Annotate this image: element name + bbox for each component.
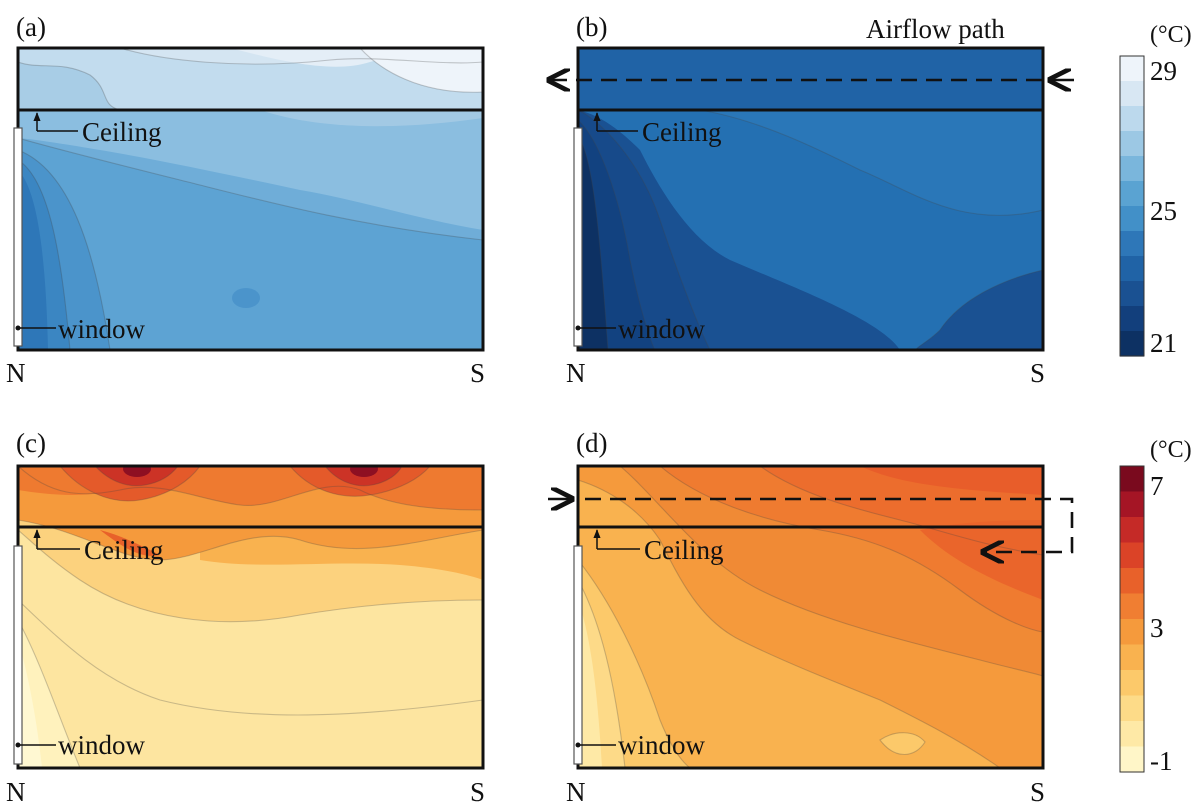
colorbar-cool-swatches	[1120, 56, 1144, 357]
colorbar-swatch	[1120, 156, 1144, 182]
panel-d-south-label: S	[1030, 777, 1045, 807]
colorbar-swatch	[1120, 331, 1144, 357]
panel-a: (a) Ceiling window N S	[6, 12, 485, 388]
panel-d-window-marker	[575, 742, 581, 748]
panel-d-temperature-field	[578, 466, 1043, 768]
panel-a-north-label: N	[6, 358, 26, 388]
colorbar-cool-unit: (°C)	[1150, 22, 1192, 48]
colorbar-warm-swatches	[1120, 466, 1144, 773]
panel-a-window	[13, 127, 23, 347]
colorbar-swatch	[1120, 746, 1144, 773]
colorbar-warm: (°C) 7 3 -1	[1119, 437, 1192, 776]
panel-a-ceiling-label: Ceiling	[82, 117, 162, 147]
colorbar-cool: (°C) 29 25 21	[1119, 22, 1192, 358]
colorbar-swatch	[1120, 593, 1144, 620]
colorbar-swatch	[1120, 56, 1144, 82]
colorbar-warm-unit: (°C)	[1150, 437, 1192, 463]
panel-d-ceiling-leader	[597, 530, 640, 550]
colorbar-swatch	[1120, 206, 1144, 232]
panel-c: (c) Ceiling window N S	[6, 428, 485, 807]
panel-b-label: (b)	[576, 12, 607, 42]
colorbar-swatch	[1120, 721, 1144, 748]
colorbar-swatch	[1120, 256, 1144, 282]
colorbar-swatch	[1120, 542, 1144, 569]
colorbar-cool-tick-bottom: 21	[1150, 328, 1177, 358]
panel-b: (b) Airflow path Ceiling window N S	[549, 12, 1074, 388]
colorbar-swatch	[1120, 517, 1144, 544]
panel-d-window-label: window	[618, 730, 706, 760]
panel-d-north-label: N	[566, 777, 586, 807]
colorbar-warm-outline	[1119, 465, 1145, 773]
panel-c-temperature-field	[18, 466, 483, 768]
colorbar-swatch	[1120, 131, 1144, 157]
panel-c-north-label: N	[6, 777, 26, 807]
panel-a-south-label: S	[470, 358, 485, 388]
panel-c-ceiling-leader	[37, 530, 80, 550]
panel-a-window-label: window	[58, 314, 146, 344]
panel-b-north-label: N	[566, 358, 586, 388]
colorbar-swatch	[1120, 306, 1144, 332]
colorbar-swatch	[1120, 281, 1144, 307]
colorbar-swatch	[1120, 81, 1144, 107]
colorbar-warm-tick-top: 7	[1150, 471, 1164, 501]
colorbar-swatch	[1120, 106, 1144, 132]
colorbar-swatch	[1120, 670, 1144, 697]
panel-b-window-marker	[575, 325, 581, 331]
panel-d-airflow-path	[585, 497, 1074, 552]
panel-b-ceiling-leader	[597, 113, 638, 132]
panel-c-label: (c)	[16, 428, 46, 458]
colorbar-swatch	[1120, 466, 1144, 493]
panel-a-temperature-field	[18, 48, 483, 350]
panel-b-temperature-field	[578, 48, 1043, 350]
panel-c-south-label: S	[470, 777, 485, 807]
colorbar-swatch	[1120, 231, 1144, 257]
panel-b-south-label: S	[1030, 358, 1045, 388]
panel-c-window-marker	[15, 742, 21, 748]
panel-b-ceiling-label: Ceiling	[642, 117, 722, 147]
colorbar-swatch	[1120, 181, 1144, 207]
panel-d: (d) Ceiling window N S	[548, 428, 1074, 807]
colorbar-swatch	[1120, 644, 1144, 671]
panel-b-airflow-label: Airflow path	[866, 14, 1005, 44]
colorbar-cool-outline	[1119, 55, 1145, 357]
colorbar-cool-tick-top: 29	[1150, 56, 1177, 86]
panel-b-window	[573, 127, 583, 347]
panel-a-ceiling-leader	[37, 113, 78, 132]
panel-c-ceiling-label: Ceiling	[84, 535, 164, 565]
panel-d-label: (d)	[576, 428, 607, 458]
colorbar-swatch	[1120, 695, 1144, 722]
colorbar-swatch	[1120, 491, 1144, 518]
colorbar-swatch	[1120, 619, 1144, 646]
panel-d-ceiling-label: Ceiling	[644, 535, 724, 565]
colorbar-warm-tick-mid: 3	[1150, 613, 1164, 643]
panel-c-window-label: window	[58, 730, 146, 760]
panel-a-label: (a)	[16, 12, 46, 42]
panel-c-window	[13, 545, 23, 765]
panel-a-window-marker	[15, 325, 21, 331]
panel-b-window-label: window	[618, 314, 706, 344]
colorbar-swatch	[1120, 568, 1144, 595]
colorbar-cool-tick-mid: 25	[1150, 196, 1177, 226]
colorbar-warm-tick-bottom: -1	[1150, 746, 1173, 776]
panel-d-window	[573, 545, 583, 765]
